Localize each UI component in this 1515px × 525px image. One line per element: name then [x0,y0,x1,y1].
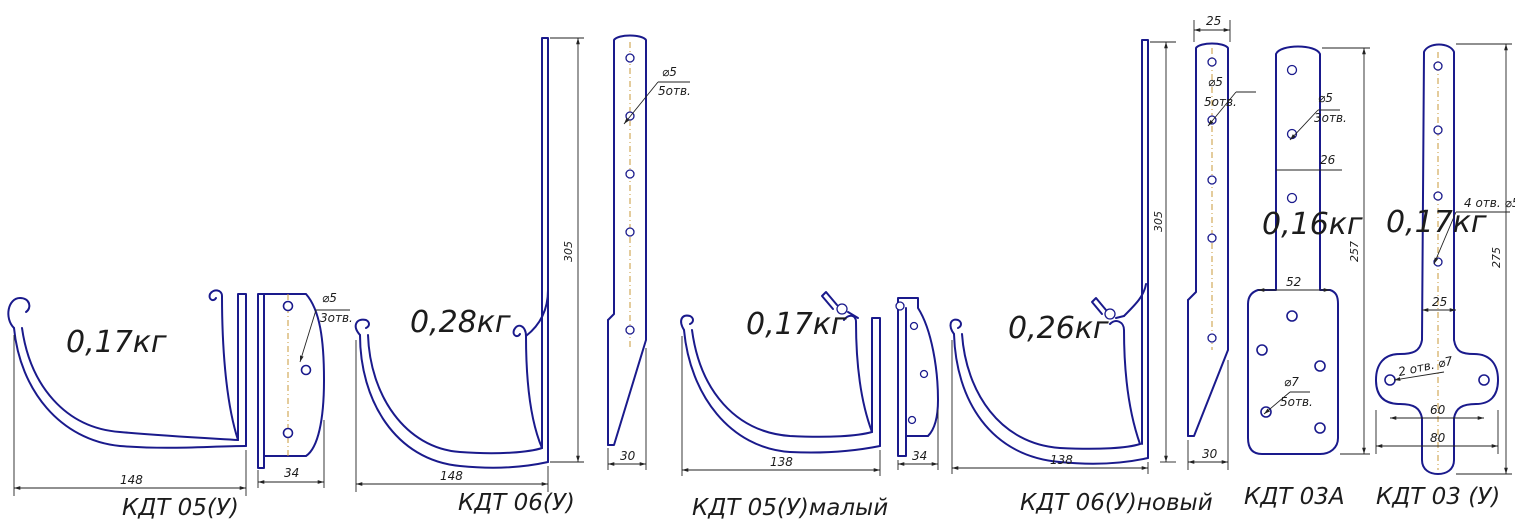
part-kdt-05u: 0,17кг 148 ⌀5 3отв. 34 КДТ 05(У) [7,289,353,521]
hole [625,227,635,237]
wing-nut [1104,308,1116,320]
svg-text:⌀7: ⌀7 [1284,375,1299,389]
svg-text:⌀5: ⌀5 [1208,75,1223,89]
hole [1433,61,1443,71]
hole [625,53,635,63]
svg-text:257: 257 [1348,241,1361,262]
hole [1286,64,1298,76]
hole [1207,233,1217,243]
part-kdt-06u: 0,28кг 148 305 ⌀5 5отв. [354,34,691,516]
bracket-outline [1375,43,1499,475]
hole [1314,422,1326,434]
hole [1207,57,1217,67]
weight-label: 0,17кг [746,307,847,342]
wing-nut [836,303,848,315]
dimension-305: 305 [1150,41,1176,463]
dimension-148: 148 [13,335,247,496]
svg-text:34: 34 [912,449,927,463]
weight-label: 0,26кг [1008,311,1109,346]
hole [625,325,635,335]
svg-text:148: 148 [440,469,463,483]
hole [907,415,917,425]
hole [1286,192,1298,204]
hole [1314,360,1326,372]
part-name: КДТ 06(У)новый [1020,490,1213,516]
hook-profile [949,39,1149,465]
svg-text:5отв.: 5отв. [1280,395,1313,409]
bracket-strip-side: ⌀5 5отв. 25 30 [1187,14,1256,470]
weight-label: 0,17кг [1386,205,1487,240]
svg-text:5отв.: 5отв. [658,84,691,98]
hole [1384,374,1396,386]
weight-label: 0,16кг [1262,207,1363,242]
hook-profile [354,37,549,469]
bracket-plate-side: ⌀5 3отв. 34 [257,291,353,488]
hole [1207,333,1217,343]
weight-label: 0,28кг [410,305,511,340]
part-name: КДТ 03 (У) [1376,484,1500,510]
dimension-305: 305 [550,37,584,463]
svg-text:30: 30 [1202,447,1218,461]
hole [1256,344,1268,356]
svg-text:3отв.: 3отв. [1314,111,1347,125]
svg-text:275: 275 [1490,247,1503,268]
hole [1433,191,1443,201]
weight-label: 0,17кг [66,325,167,360]
svg-text:26: 26 [1320,153,1336,167]
svg-text:25: 25 [1206,14,1221,28]
svg-text:3отв.: 3отв. [320,311,353,325]
bracket-plate-side: 34 [895,297,939,470]
bracket-strip-side: ⌀5 5отв. 30 [607,34,691,470]
svg-text:34: 34 [284,466,299,480]
part-kdt-03a: ⌀5 3отв. 26 0,16кг 52 ⌀7 5отв. 257 КДТ 0… [1244,45,1370,510]
svg-text:⌀5: ⌀5 [662,65,677,79]
svg-text:138: 138 [770,455,793,469]
svg-text:52: 52 [1286,275,1301,289]
hole [1433,125,1443,135]
hole [1207,175,1217,185]
part-name: КДТ 03А [1244,484,1345,510]
hole [625,169,635,179]
hole [300,364,312,376]
hole [282,427,294,439]
dimension-138: 138 [951,340,1149,474]
svg-text:30: 30 [620,449,636,463]
svg-text:80: 80 [1430,431,1446,445]
hole [919,369,929,379]
dimension-138: 138 [681,336,881,476]
svg-text:25: 25 [1432,295,1447,309]
part-name: КДТ 05(У)малый [692,495,888,521]
hook-profile [680,291,881,454]
svg-text:4 отв. ⌀5: 4 отв. ⌀5 [1464,196,1515,210]
hole [909,321,919,331]
svg-text:⌀5: ⌀5 [1318,91,1333,105]
hole [1286,310,1298,322]
hook-profile [7,289,247,449]
svg-text:305: 305 [562,241,575,262]
svg-text:305: 305 [1152,211,1165,232]
svg-text:60: 60 [1430,403,1446,417]
hole [282,300,294,312]
svg-text:⌀5: ⌀5 [322,291,337,305]
part-kdt-03u: 0,17кг 4 отв. ⌀5 25 2 отв. ⌀7 60 80 275 … [1375,43,1515,510]
part-name: КДТ 05(У) [122,495,239,521]
hole [895,301,905,311]
bracket-outline [1247,45,1339,455]
dimension-148: 148 [355,340,549,492]
part-name: КДТ 06(У) [458,490,575,516]
part-kdt-05u-small: 0,17кг 138 34 КДТ 05(У)малый [680,291,939,521]
hole [1478,374,1490,386]
part-kdt-06u-new: 0,26кг 138 305 ⌀5 5отв. [949,14,1256,516]
svg-text:138: 138 [1050,453,1073,467]
svg-text:5отв.: 5отв. [1204,95,1237,109]
dim-text: 148 [120,473,143,487]
